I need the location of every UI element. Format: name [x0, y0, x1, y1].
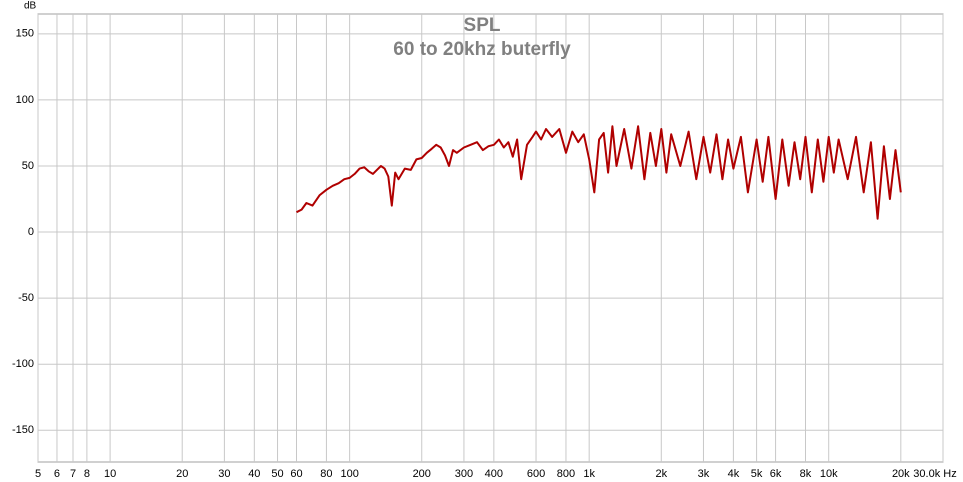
- x-tick-label: 600: [527, 468, 545, 480]
- spl-line: [296, 125, 902, 220]
- y-tick-label: 100: [16, 94, 34, 106]
- x-tick-label: 800: [557, 468, 575, 480]
- x-tick-label: 60: [290, 468, 302, 480]
- x-tick-label: 2k: [655, 468, 667, 480]
- x-tick-label: 7: [70, 468, 76, 480]
- x-tick-label: 300: [455, 468, 473, 480]
- x-tick-label: 4k: [728, 468, 740, 480]
- x-tick-label: 40: [248, 468, 260, 480]
- y-tick-label: 0: [28, 226, 34, 238]
- x-tick-label: 6: [54, 468, 60, 480]
- chart-title: SPL: [464, 15, 501, 36]
- x-tick-label: 50: [271, 468, 283, 480]
- x-tick-label: 100: [340, 468, 358, 480]
- y-tick-label: 50: [22, 160, 34, 172]
- x-tick-label: 400: [485, 468, 503, 480]
- plot-area: [37, 13, 944, 463]
- x-tick-label: 200: [413, 468, 431, 480]
- x-tick-label: 30.0k Hz: [913, 468, 956, 480]
- x-tick-label: 5: [35, 468, 41, 480]
- x-tick-label: 6k: [770, 468, 782, 480]
- x-tick-label: 8k: [800, 468, 812, 480]
- x-tick-label: 20: [176, 468, 188, 480]
- y-tick-label: 150: [16, 28, 34, 40]
- y-axis-label: dB: [24, 1, 37, 12]
- x-tick-label: 20k: [892, 468, 910, 480]
- chart-subtitle: 60 to 20khz buterfly: [393, 39, 571, 60]
- x-tick-label: 8: [84, 468, 90, 480]
- x-tick-label: 80: [320, 468, 332, 480]
- x-tick-label: 30: [218, 468, 230, 480]
- y-tick-label: -100: [12, 358, 34, 370]
- x-tick-label: 5k: [751, 468, 763, 480]
- x-tick-label: 3k: [698, 468, 710, 480]
- y-tick-label: -50: [18, 292, 34, 304]
- x-tick-label: 1k: [583, 468, 595, 480]
- x-tick-label: 10k: [820, 468, 838, 480]
- x-tick-label: 10: [104, 468, 116, 480]
- y-tick-label: -150: [12, 424, 34, 436]
- grid: [37, 14, 944, 462]
